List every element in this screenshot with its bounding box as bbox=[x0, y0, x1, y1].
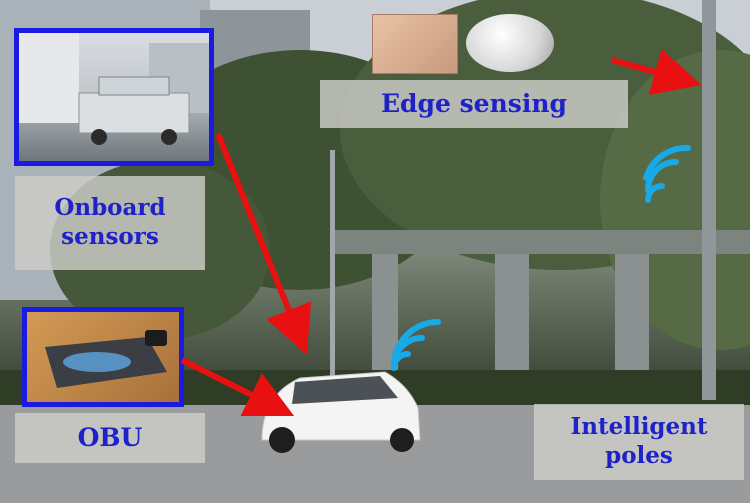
label-edge-sensing: Edge sensing bbox=[320, 80, 628, 128]
label-onboard-sensors: Onboard sensors bbox=[15, 176, 205, 270]
gnss-antenna-image bbox=[466, 14, 554, 72]
arrow-edge-to-pole bbox=[611, 48, 702, 96]
intelligent-poles-text: Intelligent poles bbox=[570, 413, 708, 469]
label-obu: OBU bbox=[15, 413, 205, 463]
arrow-obu-to-car bbox=[180, 357, 295, 417]
obu-device-drawing bbox=[45, 330, 167, 388]
onboard-sensors-inset-photo bbox=[14, 28, 214, 166]
obu-text: OBU bbox=[77, 423, 143, 453]
vehicle-rig-drawing bbox=[19, 33, 209, 145]
wifi-signal-icon bbox=[643, 144, 691, 203]
onboard-sensors-text: Onboard sensors bbox=[54, 194, 166, 250]
label-intelligent-poles: Intelligent poles bbox=[534, 404, 744, 480]
white-car bbox=[261, 371, 421, 453]
arrow-onboard-to-car bbox=[215, 132, 312, 355]
edge-sensing-text: Edge sensing bbox=[380, 89, 567, 119]
wifi-signal-icon-car bbox=[391, 319, 441, 371]
obu-inset-photo bbox=[22, 307, 184, 407]
edge-sensor-box-image bbox=[372, 14, 458, 74]
street-lamp-pole bbox=[330, 150, 335, 380]
intelligent-pole bbox=[702, 0, 716, 400]
